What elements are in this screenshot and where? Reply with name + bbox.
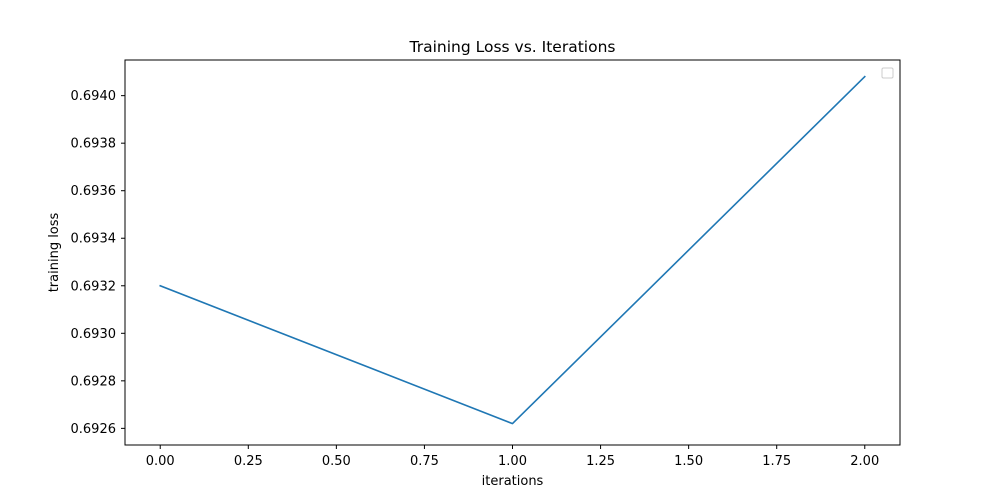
- y-tick-label: 0.6938: [71, 137, 117, 152]
- y-axis-ticks: 0.6926 0.6928 0.6930 0.6932 0.6934 0.6936 0.69…: [71, 89, 125, 437]
- series-layer: [159, 75, 866, 425]
- y-tick-label: 0.6934: [71, 232, 117, 247]
- x-tick-label: 2.00: [850, 454, 879, 469]
- x-axis-ticks: 0.00 0.25 0.50 0.75 1.00 1.25 1.50 1.75 2.00: [146, 445, 879, 469]
- x-tick-label: 0.75: [410, 454, 439, 469]
- legend-box: [881, 67, 894, 79]
- x-tick-label: 1.25: [586, 454, 615, 469]
- chart-title: Training Loss vs. Iterations: [409, 38, 616, 56]
- loss-series-line: [159, 75, 866, 425]
- x-tick-label: 0.50: [322, 454, 351, 469]
- plot-background: [125, 60, 900, 445]
- y-tick-label: 0.6936: [71, 184, 117, 199]
- x-tick-label: 0.25: [234, 454, 263, 469]
- x-axis-label: iterations: [482, 474, 544, 489]
- x-tick-label: 0.00: [146, 454, 175, 469]
- y-axis-label: training loss: [47, 212, 62, 292]
- y-tick-label: 0.6930: [71, 327, 117, 342]
- x-tick-label: 1.00: [498, 454, 527, 469]
- plot-area: [124, 59, 901, 446]
- x-tick-label: 1.75: [762, 454, 791, 469]
- y-tick-label: 0.6932: [71, 279, 117, 294]
- x-tick-label: 1.50: [674, 454, 703, 469]
- y-tick-label: 0.6928: [71, 374, 117, 389]
- y-tick-label: 0.6926: [71, 422, 117, 437]
- y-tick-label: 0.6940: [71, 89, 117, 104]
